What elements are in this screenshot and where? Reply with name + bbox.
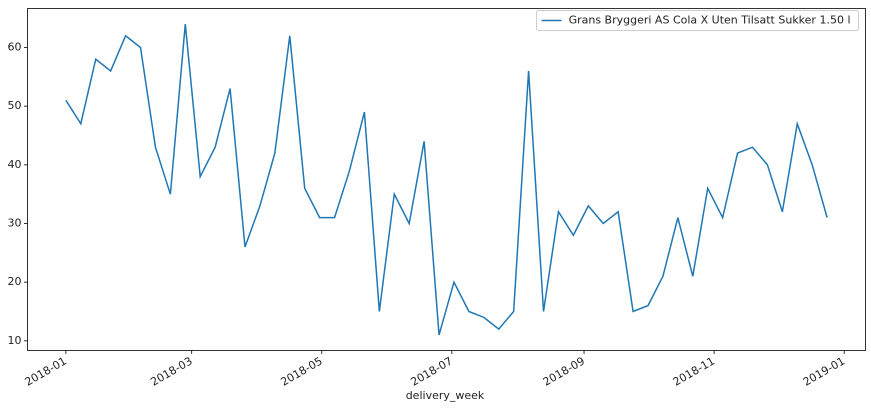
legend: Grans Bryggeri AS Cola X Uten Tilsatt Su… [536,10,859,31]
x-tick-label: 2018-03 [148,354,194,388]
y-tick-label: 40 [8,158,22,171]
y-tick-label: 30 [8,216,22,229]
x-tick-label: 2019-01 [801,354,847,388]
y-tick-label: 50 [8,99,22,112]
plot-frame [27,8,866,351]
x-tick-label: 2018-05 [278,354,324,388]
x-tick-label: 2018-01 [23,354,69,388]
x-tick-label: 2018-09 [541,354,587,388]
series-line [65,23,828,336]
y-tick-label: 20 [8,275,22,288]
x-axis-label: delivery_week [406,389,485,402]
y-tick-label: 60 [8,41,22,54]
x-tick-label: 2018-11 [671,354,717,388]
legend-box [536,10,859,31]
y-tick-label: 10 [8,334,22,347]
x-tick-label: 2018-07 [409,354,455,388]
legend-label: Grans Bryggeri AS Cola X Uten Tilsatt Su… [569,14,851,27]
